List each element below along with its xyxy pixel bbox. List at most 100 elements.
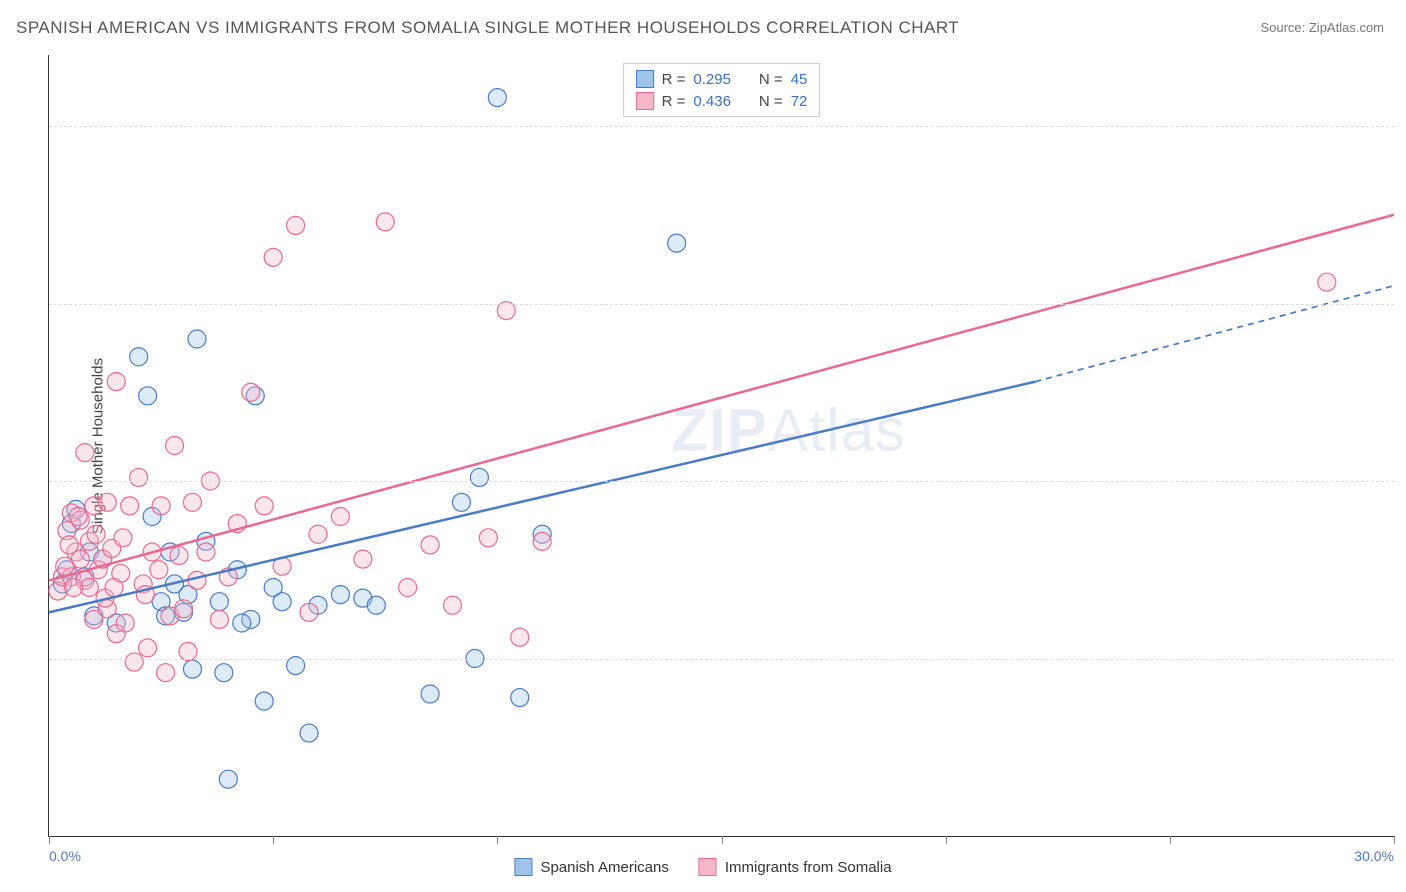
scatter-point [69,508,87,526]
scatter-point [233,614,251,632]
scatter-point [300,724,318,742]
legend-item: Spanish Americans [514,858,668,876]
scatter-point [511,628,529,646]
scatter-point [331,508,349,526]
legend-item: Immigrants from Somalia [699,858,892,876]
r-value: 0.436 [693,93,731,110]
n-value: 72 [791,93,808,110]
legend-label: Spanish Americans [540,859,668,876]
trend-line-extrapolated [1035,286,1394,382]
scatter-point [130,468,148,486]
gridline-horizontal [49,659,1394,660]
r-label: R = [662,93,686,110]
y-tick-label: 20.0% [1402,118,1406,134]
legend-swatch [636,70,654,88]
scatter-point [183,493,201,511]
scatter-point [399,579,417,597]
scatter-point [444,596,462,614]
scatter-point [255,692,273,710]
series-legend: Spanish Americans Immigrants from Somalia [514,858,891,876]
legend-row: R = 0.436 N = 72 [636,90,808,112]
scatter-point [470,468,488,486]
x-tick [1394,836,1395,844]
scatter-point [114,529,132,547]
chart-container: SPANISH AMERICAN VS IMMIGRANTS FROM SOMA… [0,0,1406,892]
y-tick-label: 15.0% [1402,296,1406,312]
plot-area: ZIPAtlas R =0.295N =45R =0.436N =72 5.0%… [48,55,1394,837]
scatter-point [107,373,125,391]
legend-label: Immigrants from Somalia [725,859,892,876]
gridline-horizontal [49,126,1394,127]
scatter-point [367,596,385,614]
scatter-point [65,579,83,597]
scatter-point [152,497,170,515]
scatter-point [264,248,282,266]
scatter-point [60,536,78,554]
scatter-point [98,493,116,511]
legend-swatch [699,858,717,876]
legend-row: R = 0.295 N = 45 [636,68,808,90]
x-tick [946,836,947,844]
scatter-point [197,543,215,561]
scatter-point [255,497,273,515]
source-attribution: Source: ZipAtlas.com [1260,20,1384,35]
scatter-point [210,610,228,628]
scatter-point [188,330,206,348]
scatter-point [1318,273,1336,291]
n-label: N = [759,71,783,88]
x-tick [722,836,723,844]
scatter-point [210,593,228,611]
scatter-point [166,437,184,455]
scatter-point [421,685,439,703]
scatter-point [376,213,394,231]
scatter-point [421,536,439,554]
scatter-point [105,579,123,597]
scatter-point [56,557,74,575]
scatter-point [219,770,237,788]
scatter-point [183,660,201,678]
gridline-horizontal [49,481,1394,482]
legend-swatch [514,858,532,876]
scatter-point [125,653,143,671]
scatter-point [300,603,318,621]
scatter-point [511,689,529,707]
x-tick-label: 30.0% [1354,848,1394,864]
scatter-point [157,664,175,682]
scatter-point [175,600,193,618]
scatter-point [121,497,139,515]
r-value: 0.295 [693,71,731,88]
y-tick-label: 5.0% [1402,651,1406,667]
correlation-legend: R = 0.295 N = 45 R = 0.436 N = 72 [623,63,821,117]
scatter-point [452,493,470,511]
scatter-point [150,561,168,579]
x-tick [497,836,498,844]
gridline-horizontal [49,304,1394,305]
legend-swatch [636,92,654,110]
scatter-point [87,525,105,543]
x-tick-label: 0.0% [49,848,81,864]
y-tick-label: 10.0% [1402,473,1406,489]
x-tick [273,836,274,844]
scatter-point [309,525,327,543]
scatter-point [242,383,260,401]
scatter-point [130,348,148,366]
scatter-point [533,532,551,550]
scatter-point [139,387,157,405]
scatter-point [331,586,349,604]
scatter-plot-svg [49,55,1394,836]
scatter-point [354,550,372,568]
r-label: R = [662,71,686,88]
scatter-point [139,639,157,657]
x-tick [49,836,50,844]
n-value: 45 [791,71,808,88]
scatter-point [488,89,506,107]
n-label: N = [759,93,783,110]
scatter-point [273,593,291,611]
scatter-point [479,529,497,547]
scatter-point [76,444,94,462]
scatter-point [215,664,233,682]
scatter-point [116,614,134,632]
scatter-point [668,234,686,252]
chart-title: SPANISH AMERICAN VS IMMIGRANTS FROM SOMA… [16,18,959,38]
scatter-point [287,216,305,234]
